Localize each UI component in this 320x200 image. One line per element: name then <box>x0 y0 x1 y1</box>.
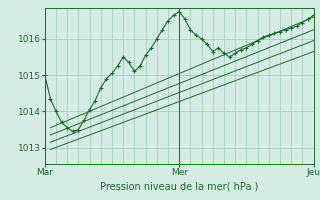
X-axis label: Pression niveau de la mer( hPa ): Pression niveau de la mer( hPa ) <box>100 181 258 191</box>
